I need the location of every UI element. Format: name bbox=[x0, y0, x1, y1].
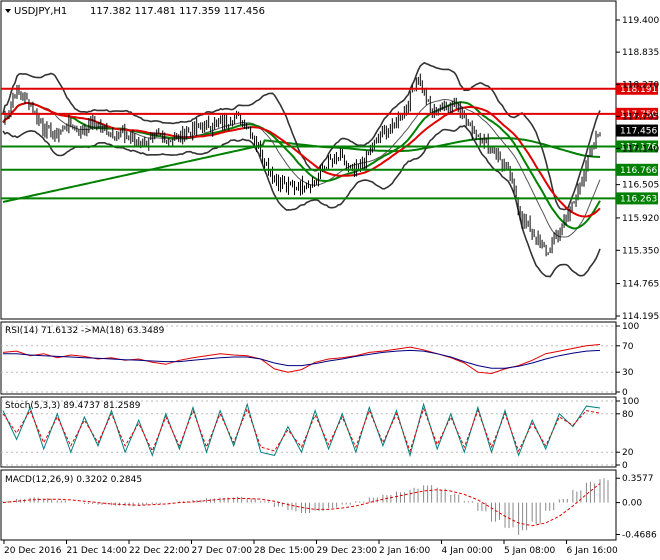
price-tick-label: 117.140 bbox=[622, 145, 659, 155]
time-tick-label: 21 Dec 14:00 bbox=[67, 546, 128, 556]
rsi-panel[interactable] bbox=[0, 321, 617, 395]
stochastic-panel[interactable] bbox=[0, 396, 617, 468]
collapse-triangle-icon[interactable] bbox=[5, 9, 11, 13]
rsi-axis: 100 70 30 0 bbox=[616, 322, 639, 398]
level-tag bbox=[616, 163, 658, 176]
bollinger-lower-line bbox=[2, 124, 601, 278]
price-tick-label: 117.705 bbox=[622, 112, 659, 122]
time-tick-label: 27 Dec 07:00 bbox=[192, 546, 253, 556]
macd-panel[interactable] bbox=[0, 469, 617, 541]
time-tick-label: 2 Jan 16:00 bbox=[379, 546, 431, 556]
rsi-label: RSI(14) 71.6132 ->MA(18) 63.3489 bbox=[5, 326, 165, 336]
level-tag bbox=[616, 82, 658, 95]
level-label: 116.766 bbox=[620, 166, 657, 176]
level-tag bbox=[616, 192, 658, 205]
stoch-signal-line bbox=[2, 407, 601, 453]
price-tick-label: 114.195 bbox=[622, 312, 659, 322]
price-series-layer bbox=[2, 61, 601, 278]
indicator-tick-label: 70 bbox=[622, 342, 634, 352]
time-tick-label: 4 Jan 00:00 bbox=[442, 546, 494, 556]
indicator-tick-label: 100 bbox=[622, 322, 639, 332]
time-tick-label: 6 Jan 16:00 bbox=[567, 546, 619, 556]
indicator-tick-label: 0 bbox=[622, 388, 628, 398]
indicator-tick-label: 80 bbox=[622, 410, 634, 420]
time-tick-label: 29 Dec 23:00 bbox=[317, 546, 378, 556]
level-label: 116.263 bbox=[620, 194, 657, 204]
price-axis: 119.400 118.835 118.270 117.705 117.140 116.5… bbox=[616, 16, 659, 322]
time-tick-label: 5 Jan 08:00 bbox=[504, 546, 556, 556]
stochastic-axis: 100 80 20 0 bbox=[616, 397, 639, 471]
rsi-series-layer bbox=[1, 325, 616, 393]
macd-signal-line bbox=[2, 483, 601, 527]
indicator-tick-label: 0 bbox=[622, 461, 628, 471]
price-tick-label: 119.400 bbox=[622, 16, 659, 26]
indicator-tick-label: -0.4686 bbox=[622, 531, 657, 541]
macd-series-layer bbox=[2, 478, 609, 535]
indicator-tick-label: 20 bbox=[622, 448, 634, 458]
price-tick-label: 114.765 bbox=[622, 280, 659, 290]
indicator-tick-label: 100 bbox=[622, 397, 639, 407]
ohlc-label: 117.382 117.481 117.359 117.456 bbox=[90, 6, 265, 17]
indicator-tick-label: 30 bbox=[622, 368, 634, 378]
rsi-ma-line bbox=[3, 349, 601, 369]
time-axis: 20 Dec 2016 21 Dec 14:00 22 Dec 22:00 27 De… bbox=[3, 540, 619, 556]
red-ma-line bbox=[2, 101, 601, 218]
level-label: 117.176 bbox=[620, 142, 657, 152]
level-label: 117.750 bbox=[620, 110, 657, 120]
time-tick-label: 20 Dec 2016 bbox=[4, 546, 62, 556]
time-tick-label: 28 Dec 15:00 bbox=[254, 546, 315, 556]
stochastic-series-layer bbox=[1, 400, 616, 466]
indicator-tick-label: 0.00 bbox=[622, 499, 642, 509]
macd-label: MACD(12,26,9) 0.3202 0.2845 bbox=[5, 475, 142, 485]
symbol-label: USDJPY,H1 bbox=[14, 6, 67, 17]
price-tick-label: 116.505 bbox=[622, 181, 659, 191]
level-tag bbox=[616, 107, 658, 120]
horizontal-levels[interactable]: 118.191 117.750 117.176 116.766 116.263 117.4… bbox=[1, 82, 658, 205]
price-tick-label: 118.835 bbox=[622, 48, 659, 58]
level-label: 118.191 bbox=[620, 85, 657, 95]
price-tick-label: 115.350 bbox=[622, 246, 659, 256]
stochastic-label: Stoch(5,3,3) 89.4737 81.2589 bbox=[5, 401, 141, 411]
price-panel[interactable] bbox=[0, 0, 617, 320]
price-tick-label: 118.270 bbox=[622, 80, 659, 90]
current-price-label: 117.456 bbox=[620, 127, 657, 137]
current-price-tag bbox=[616, 124, 658, 137]
time-tick-label: 22 Dec 22:00 bbox=[129, 546, 190, 556]
macd-axis: 0.3577 0.00 -0.4686 bbox=[616, 474, 657, 541]
level-tag bbox=[616, 140, 658, 153]
indicator-tick-label: 0.3577 bbox=[622, 474, 654, 484]
price-tick-label: 115.920 bbox=[622, 214, 659, 224]
